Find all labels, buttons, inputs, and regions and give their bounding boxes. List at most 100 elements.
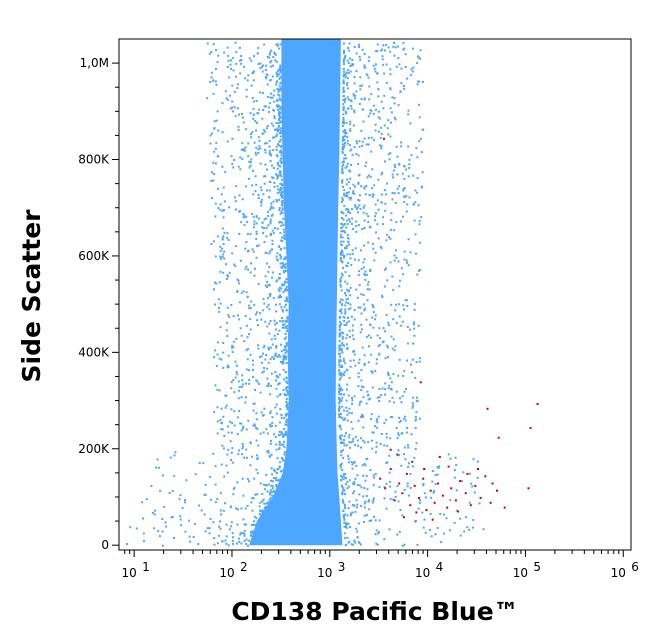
event-dot bbox=[282, 263, 285, 266]
event-dot bbox=[238, 389, 240, 392]
event-dot bbox=[270, 439, 272, 442]
event-dot bbox=[399, 419, 402, 422]
event-dot bbox=[351, 511, 354, 514]
event-dot bbox=[410, 433, 413, 436]
event-dot bbox=[342, 106, 345, 109]
event-dot bbox=[223, 257, 226, 260]
event-dot bbox=[237, 128, 240, 131]
event-dot bbox=[355, 499, 358, 502]
event-dot bbox=[271, 75, 274, 78]
event-dot bbox=[189, 540, 192, 543]
event-dot bbox=[283, 345, 286, 348]
event-dot bbox=[358, 484, 361, 487]
event-dot bbox=[421, 128, 424, 131]
event-dot bbox=[412, 203, 415, 206]
event-dot bbox=[356, 296, 359, 299]
event-dot bbox=[364, 165, 367, 168]
event-dot bbox=[414, 201, 417, 204]
event-dot bbox=[183, 499, 186, 501]
event-dot bbox=[235, 185, 238, 188]
event-dot bbox=[277, 68, 280, 71]
event-dot bbox=[283, 451, 286, 454]
event-dot bbox=[397, 500, 400, 503]
event-dot bbox=[346, 83, 349, 86]
event-dot bbox=[280, 416, 283, 419]
event-dot bbox=[344, 362, 347, 365]
event-dot bbox=[260, 204, 263, 207]
event-dot bbox=[269, 61, 272, 64]
event-dot bbox=[423, 518, 426, 521]
event-dot bbox=[194, 522, 196, 525]
event-dot bbox=[246, 296, 249, 299]
event-dot bbox=[343, 493, 346, 495]
event-dot bbox=[365, 402, 368, 405]
event-dot bbox=[360, 323, 363, 326]
event-dot bbox=[354, 364, 357, 367]
event-dot bbox=[368, 508, 371, 511]
event-dot bbox=[373, 425, 376, 428]
event-dot bbox=[212, 161, 215, 164]
event-dot bbox=[351, 482, 354, 485]
event-dot bbox=[269, 493, 272, 496]
event-dot bbox=[243, 532, 246, 535]
event-dot bbox=[259, 482, 262, 485]
event-dot bbox=[381, 58, 384, 61]
event-dot bbox=[376, 199, 379, 202]
event-dot bbox=[347, 211, 350, 213]
event-dot bbox=[242, 425, 245, 428]
event-dot bbox=[231, 344, 234, 347]
event-dot bbox=[282, 356, 285, 359]
event-dot bbox=[360, 267, 363, 270]
x-tick-label: 10 bbox=[611, 566, 626, 580]
event-dot bbox=[342, 212, 345, 215]
event-dot bbox=[268, 145, 271, 148]
event-dot bbox=[255, 215, 258, 218]
event-dot bbox=[347, 241, 350, 244]
positive-event-dot bbox=[389, 448, 392, 451]
event-dot bbox=[476, 476, 479, 479]
event-dot bbox=[241, 142, 244, 145]
event-dot bbox=[357, 362, 360, 364]
event-dot bbox=[338, 391, 340, 394]
event-dot bbox=[271, 343, 274, 346]
event-dot bbox=[227, 54, 230, 57]
event-dot bbox=[370, 519, 373, 522]
event-dot bbox=[343, 144, 346, 147]
event-dot bbox=[343, 373, 345, 376]
event-dot bbox=[359, 249, 362, 252]
event-dot bbox=[369, 269, 372, 272]
event-dot bbox=[236, 416, 239, 419]
event-dot bbox=[346, 383, 349, 386]
event-dot bbox=[213, 356, 215, 359]
event-dot bbox=[403, 187, 406, 190]
event-dot bbox=[367, 221, 370, 223]
event-dot bbox=[352, 359, 355, 362]
event-dot bbox=[346, 288, 349, 291]
event-dot bbox=[250, 262, 253, 265]
event-dot bbox=[351, 427, 354, 430]
event-dot bbox=[257, 148, 260, 151]
event-dot bbox=[254, 151, 257, 154]
event-dot bbox=[389, 228, 392, 231]
event-dot bbox=[256, 112, 259, 115]
event-dot bbox=[242, 147, 245, 150]
event-dot bbox=[360, 437, 362, 440]
positive-event-dot bbox=[433, 501, 436, 504]
event-dot bbox=[345, 157, 348, 160]
event-dot bbox=[161, 518, 164, 520]
event-dot bbox=[362, 206, 365, 209]
event-dot bbox=[222, 366, 225, 369]
event-dot bbox=[286, 406, 289, 409]
event-dot bbox=[405, 431, 408, 434]
event-dot bbox=[273, 477, 275, 479]
event-dot bbox=[412, 342, 415, 345]
event-dot bbox=[350, 263, 353, 266]
event-dot bbox=[409, 328, 412, 331]
event-dot bbox=[279, 76, 282, 78]
event-dot bbox=[274, 371, 277, 373]
event-dot bbox=[280, 255, 283, 258]
event-dot bbox=[387, 373, 390, 375]
event-dot bbox=[348, 42, 351, 45]
event-dot bbox=[347, 234, 349, 237]
event-dot bbox=[237, 282, 240, 285]
